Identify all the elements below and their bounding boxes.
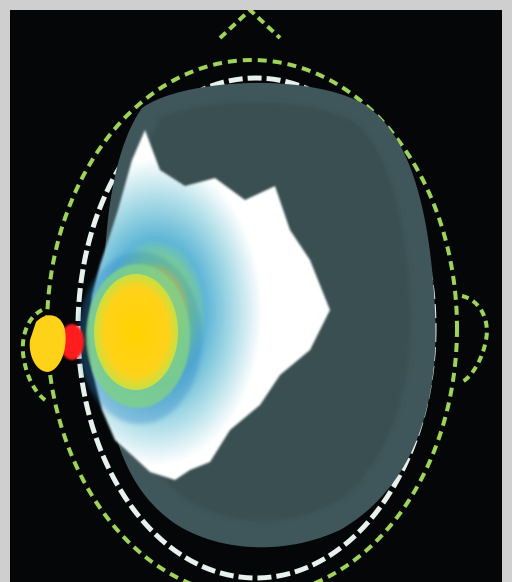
red-hotspot xyxy=(60,324,84,360)
outer-head-outline xyxy=(45,58,459,582)
left-scalp-hotspot xyxy=(29,315,66,372)
left-ear-marker xyxy=(20,308,50,404)
top-marker xyxy=(218,10,282,40)
right-ear-marker xyxy=(460,294,489,384)
yellow-core xyxy=(94,274,178,390)
head-scan-image xyxy=(20,10,489,582)
image-panel xyxy=(10,10,502,582)
